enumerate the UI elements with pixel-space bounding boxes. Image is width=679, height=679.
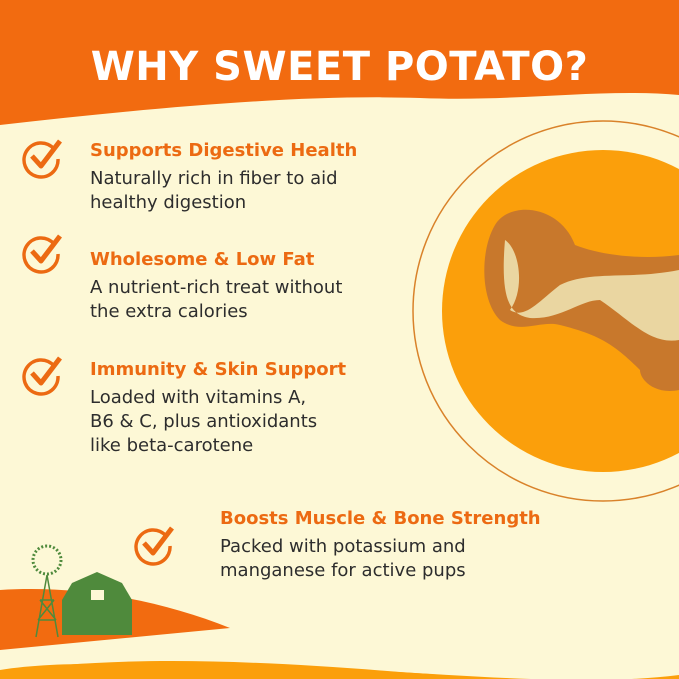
feature-title: Supports Digestive Health [90,140,358,161]
check-circle-icon [132,522,176,570]
check-circle-icon [20,135,64,183]
header-wave [0,0,679,125]
feature-description-line: B6 & C, plus antioxidants [90,411,318,432]
hill-yellow [0,663,679,679]
bone-treat-image [484,209,679,391]
feature-description: A nutrient-rich treat without the extra c… [90,276,342,324]
feature-description: Naturally rich in fiber to aid healthy di… [90,167,357,215]
feature-title: Boosts Muscle & Bone Strength [220,508,541,529]
feature-description-line: Packed with potassium and [220,536,466,557]
feature-item: Wholesome & Low Fat A nutrient-rich treat… [90,249,342,324]
feature-description-line: Loaded with vitamins A, [90,387,307,408]
feature-description-line: healthy digestion [90,192,247,213]
feature-description-line: manganese for active pups [220,560,466,581]
feature-description-line: the extra calories [90,301,248,322]
feature-description: Packed with potassium and manganese for a… [220,535,541,583]
page-title: WHY SWEET POTATO? [90,44,589,90]
feature-description: Loaded with vitamins A, B6 & C, plus anti… [90,386,346,458]
feature-description-line: A nutrient-rich treat without [90,277,343,298]
windmill-icon [31,544,63,638]
feature-item: Supports Digestive Health Naturally rich … [90,140,357,215]
feature-item: Boosts Muscle & Bone Strength Packed with… [220,508,541,583]
feature-description-line: like beta-carotene [90,435,254,456]
outer-ring [412,120,679,502]
feature-description-line: Naturally rich in fiber to aid [90,168,338,189]
check-circle-icon [20,230,64,278]
feature-title: Wholesome & Low Fat [90,249,315,270]
feature-title: Immunity & Skin Support [90,359,347,380]
feature-item: Immunity & Skin Support Loaded with vitam… [90,359,346,458]
check-circle-icon [20,352,64,400]
barn-icon [62,572,132,635]
